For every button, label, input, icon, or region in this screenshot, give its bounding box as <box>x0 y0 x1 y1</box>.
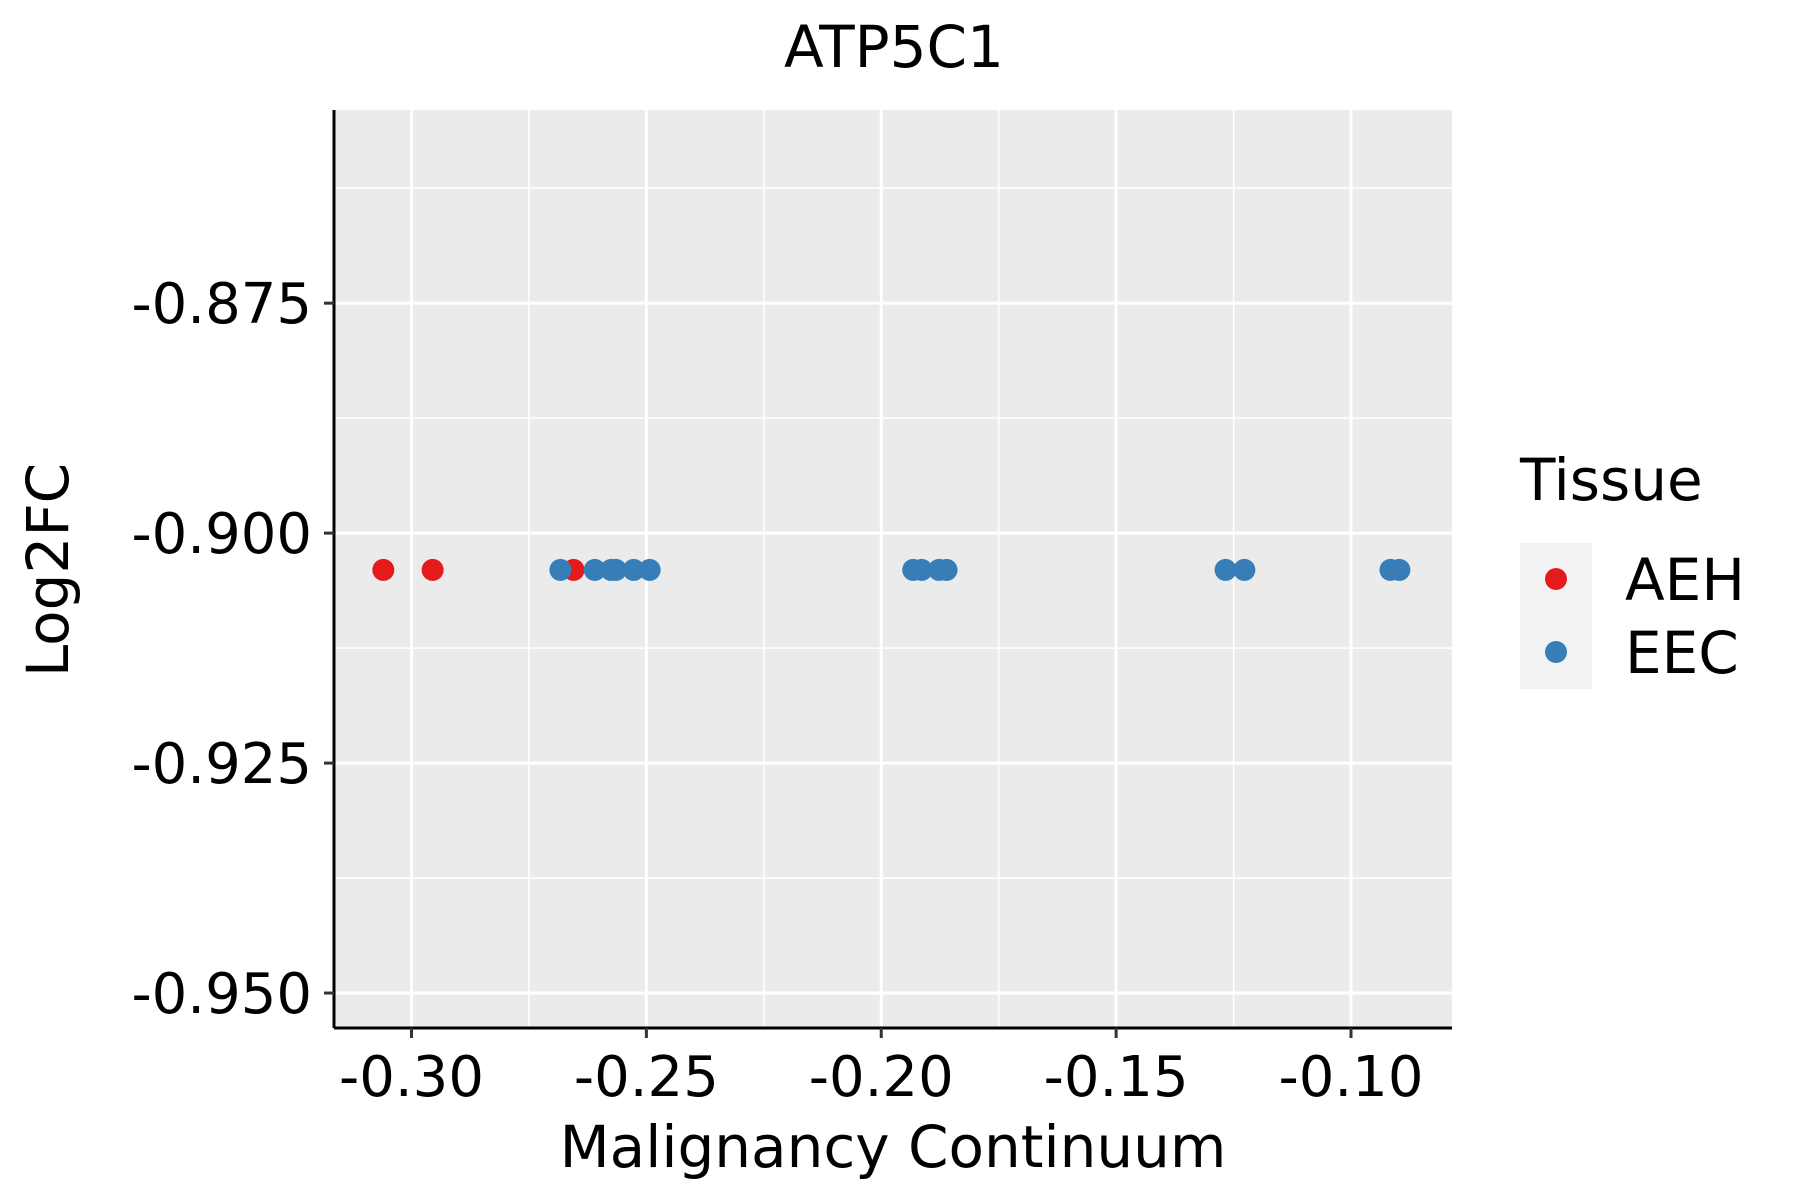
legend-label-aeh: AEH <box>1625 546 1745 614</box>
point-eec <box>622 558 645 581</box>
y-tick-label: -0.900 <box>131 502 312 567</box>
point-eec <box>1214 558 1237 581</box>
legend-title: Tissue <box>1519 446 1703 514</box>
x-tick-label: -0.10 <box>1279 1045 1424 1110</box>
y-axis-ticks: -0.875 -0.900 -0.925 -0.950 <box>131 272 334 1027</box>
point-eec <box>583 558 606 581</box>
plot-panel <box>334 110 1452 1028</box>
point-eec <box>604 558 627 581</box>
point-eec <box>1233 558 1256 581</box>
point-aeh <box>421 558 444 581</box>
x-tick-label: -0.30 <box>339 1045 484 1110</box>
y-tick-label: -0.950 <box>131 962 312 1027</box>
point-eec <box>910 558 933 581</box>
point-eec <box>549 558 572 581</box>
legend-key-eec <box>1545 641 1567 663</box>
legend-key-aeh <box>1545 568 1567 590</box>
legend-label-eec: EEC <box>1625 619 1739 687</box>
x-axis-ticks: -0.30 -0.25 -0.20 -0.15 -0.10 <box>339 1028 1423 1110</box>
data-points <box>372 558 1411 581</box>
point-eec <box>935 558 958 581</box>
point-eec <box>1388 558 1411 581</box>
chart-title: ATP5C1 <box>784 13 1004 81</box>
legend-key-background <box>1520 543 1592 689</box>
major-gridlines <box>334 110 1452 1028</box>
minor-gridlines <box>334 110 1452 1028</box>
point-eec <box>638 558 661 581</box>
y-tick-label: -0.925 <box>131 732 312 797</box>
y-axis-label: Log2FC <box>14 463 82 677</box>
point-aeh <box>372 558 395 581</box>
x-tick-label: -0.20 <box>809 1045 954 1110</box>
x-axis-label: Malignancy Continuum <box>560 1113 1227 1181</box>
y-tick-label: -0.875 <box>131 272 312 337</box>
x-tick-label: -0.25 <box>574 1045 719 1110</box>
x-tick-label: -0.15 <box>1044 1045 1189 1110</box>
